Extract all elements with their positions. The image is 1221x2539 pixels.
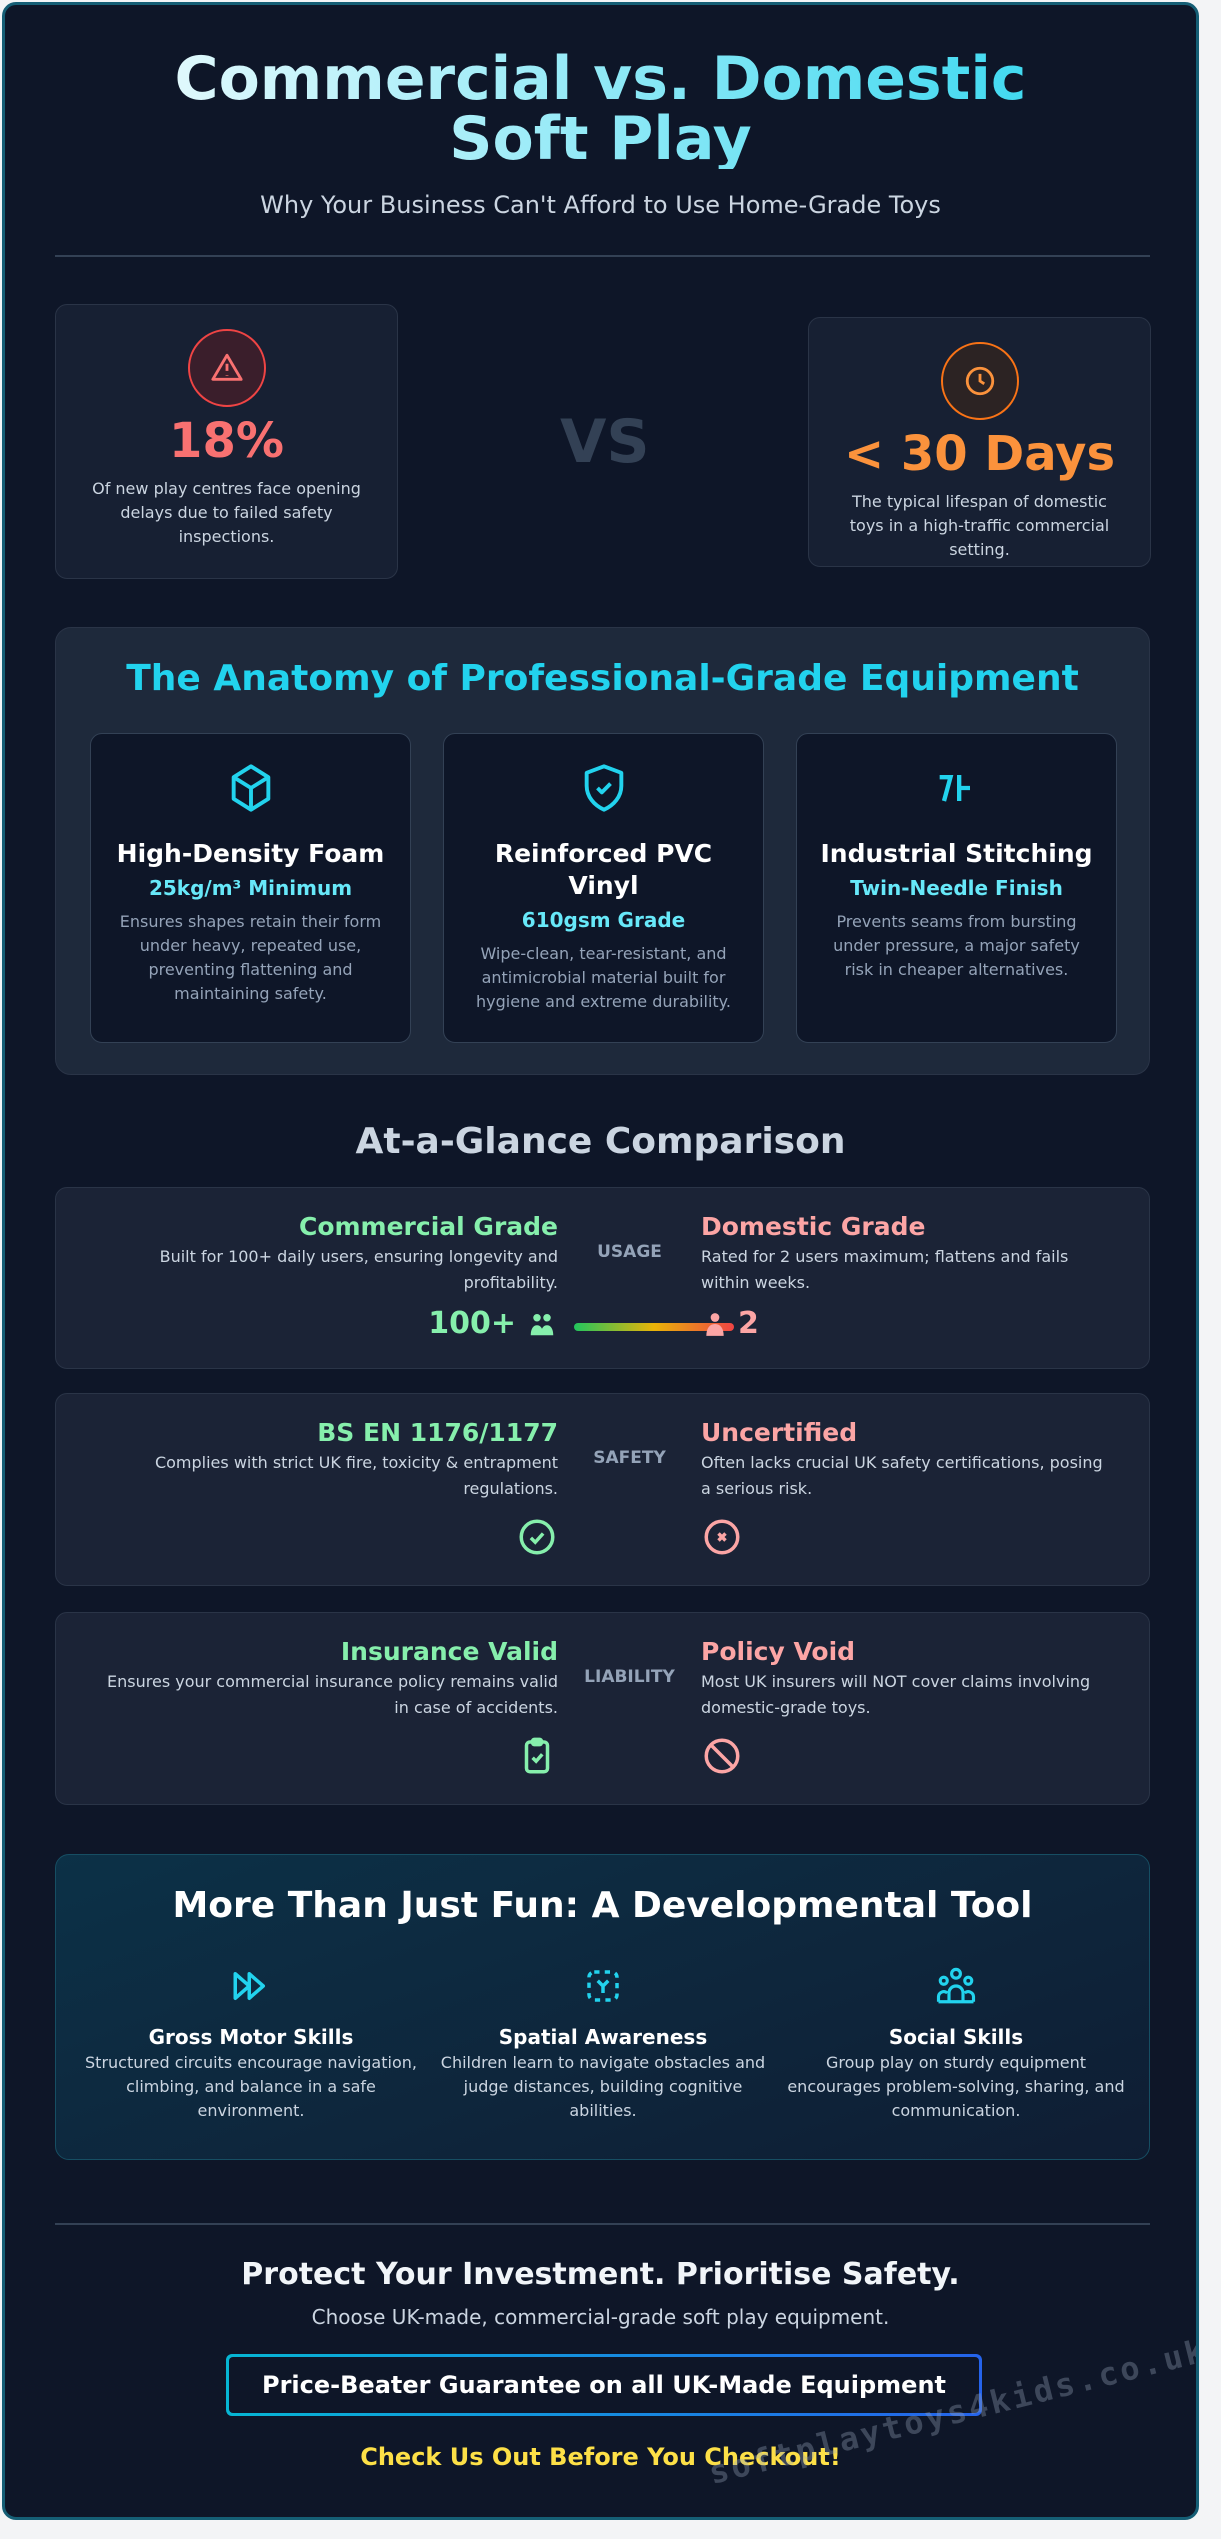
stat-card-lifespan: < 30 Days The typical lifespan of domest… — [808, 317, 1151, 567]
feature-card: High-Density Foam 25kg/m³ Minimum Ensure… — [90, 733, 411, 1043]
section-title: The Anatomy of Professional-Grade Equipm… — [126, 658, 1079, 699]
comparison-row-safety: BS EN 1176/1177 Complies with strict UK f… — [55, 1393, 1150, 1586]
dev-title: Spatial Awareness — [498, 2025, 708, 2049]
users-icon — [530, 1313, 554, 1335]
ban-icon — [704, 1738, 740, 1774]
check-circle-icon — [519, 1519, 555, 1555]
usage-gradient-bar — [574, 1323, 734, 1331]
feature-spec: Twin-Needle Finish — [850, 876, 1063, 900]
dev-title: Gross Motor Skills — [148, 2025, 354, 2049]
commercial-desc: Ensures your commercial insurance policy… — [107, 1672, 558, 1717]
feature-desc: Prevents seams from bursting under press… — [833, 912, 1080, 979]
dev-item: Gross Motor Skills Structured circuits e… — [81, 1965, 421, 2123]
row-label: SAFETY — [593, 1448, 666, 1468]
development-section: More Than Just Fun: A Developmental Tool… — [55, 1854, 1150, 2160]
feature-desc: Wipe-clean, tear-resistant, and antimicr… — [476, 944, 731, 1011]
price-beater-button[interactable]: Price-Beater Guarantee on all UK-Made Eq… — [226, 2354, 982, 2416]
feature-card: Industrial Stitching Twin-Needle Finish … — [796, 733, 1117, 1043]
dev-desc: Group play on sturdy equipment encourage… — [787, 2053, 1125, 2120]
stat-card-delays: 18% Of new play centres face opening del… — [55, 304, 398, 579]
row-label: USAGE — [597, 1242, 662, 1262]
feature-title: Industrial Stitching — [820, 839, 1093, 868]
commercial-users-value: 100+ — [428, 1306, 516, 1341]
stat-desc: The typical lifespan of domestic toys in… — [849, 492, 1110, 559]
footer-title: Protect Your Investment. Prioritise Safe… — [241, 2257, 960, 2292]
commercial-title: Insurance Valid — [340, 1637, 558, 1666]
feature-spec: 610gsm Grade — [521, 908, 686, 932]
infographic: Commercial vs. Domestic Soft Play Why Yo… — [2, 2, 1199, 2520]
dev-desc: Children learn to navigate obstacles and… — [440, 2053, 766, 2120]
stat-desc: Of new play centres face opening delays … — [92, 479, 361, 546]
stat-value: 18% — [169, 413, 284, 469]
domestic-desc: Most UK insurers will NOT cover claims i… — [701, 1672, 1091, 1717]
commercial-desc: Complies with strict UK fire, toxicity &… — [154, 1453, 558, 1498]
divider — [55, 255, 1150, 257]
feature-spec: 25kg/m³ Minimum — [148, 876, 353, 900]
warning-triangle-icon — [187, 329, 266, 407]
domestic-users-value: 2 — [738, 1306, 759, 1341]
feature-card: Reinforced PVC Vinyl 610gsm Grade Wipe-c… — [443, 733, 764, 1043]
feature-title: Reinforced PVC Vinyl — [494, 839, 713, 900]
dev-item: Social Skills Group play on sturdy equip… — [786, 1965, 1126, 2123]
feature-desc: Ensures shapes retain their form under h… — [119, 912, 382, 1003]
dev-title: Social Skills — [888, 2025, 1024, 2049]
comparison-row-usage: Commercial Grade Built for 100+ daily use… — [55, 1187, 1150, 1369]
section-title: More Than Just Fun: A Developmental Tool — [172, 1885, 1033, 1926]
commercial-desc: Built for 100+ daily users, ensuring lon… — [159, 1247, 558, 1292]
shield-check-icon — [584, 764, 623, 812]
domestic-desc: Often lacks crucial UK safety certificat… — [701, 1453, 1103, 1498]
commercial-title: BS EN 1176/1177 — [317, 1418, 558, 1447]
domestic-title: Uncertified — [701, 1418, 858, 1447]
cta-link[interactable]: Check Us Out Before You Checkout! — [360, 2443, 841, 2471]
clipboard-check-icon — [524, 1737, 550, 1774]
anatomy-section: The Anatomy of Professional-Grade Equipm… — [55, 627, 1150, 1075]
feature-title: High-Density Foam — [116, 839, 385, 868]
divider — [55, 2223, 1150, 2225]
stitching-icon — [939, 775, 970, 802]
comparison-title: At-a-Glance Comparison — [355, 1121, 846, 1162]
dev-desc: Structured circuits encourage navigation… — [85, 2053, 417, 2120]
fast-forward-icon — [233, 1972, 265, 2000]
stat-value: < 30 Days — [843, 426, 1116, 482]
commercial-title: Commercial Grade — [298, 1212, 558, 1241]
footer-subtitle: Choose UK-made, commercial-grade soft pl… — [311, 2305, 890, 2329]
page-subtitle: Why Your Business Can't Afford to Use Ho… — [260, 191, 941, 219]
spatial-move-icon — [587, 1970, 619, 2002]
button-label: Price-Beater Guarantee on all UK-Made Eq… — [229, 2357, 979, 2413]
domestic-title: Domestic Grade — [701, 1212, 926, 1241]
user-icon — [706, 1312, 724, 1336]
page-title: Commercial vs. Domestic Soft Play — [5, 49, 1196, 169]
dev-item: Spatial Awareness Children learn to navi… — [433, 1965, 773, 2123]
clock-icon — [940, 342, 1019, 420]
row-label: LIABILITY — [584, 1667, 675, 1687]
group-icon — [936, 1967, 976, 2004]
domestic-desc: Rated for 2 users maximum; flattens and … — [701, 1247, 1069, 1292]
vs-label: VS — [560, 407, 650, 477]
comparison-row-liability: Insurance Valid Ensures your commercial i… — [55, 1612, 1150, 1805]
domestic-title: Policy Void — [701, 1637, 856, 1666]
cube-icon — [231, 764, 270, 812]
x-circle-icon — [704, 1519, 740, 1555]
